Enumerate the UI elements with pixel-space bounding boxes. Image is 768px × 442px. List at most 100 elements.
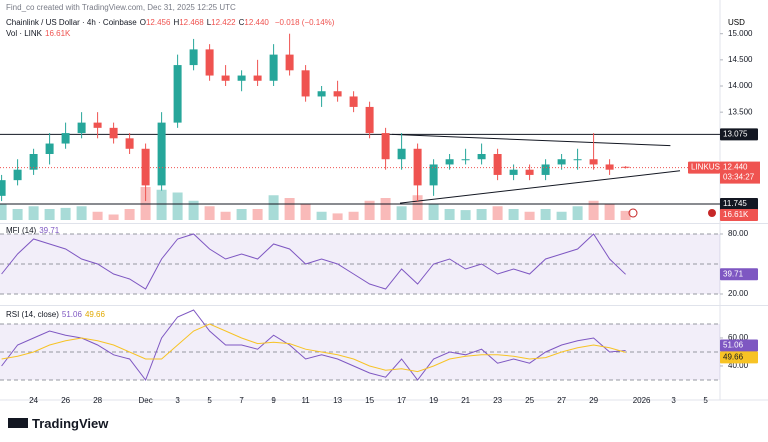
x-tick-label: 2026 bbox=[633, 396, 651, 405]
x-tick-label: Dec bbox=[138, 396, 152, 405]
ohlc-key: C bbox=[238, 18, 245, 27]
level-label-bg bbox=[720, 128, 758, 141]
candle-body bbox=[397, 148, 406, 160]
x-tick-label: 9 bbox=[271, 396, 276, 405]
candle-body bbox=[541, 164, 550, 175]
x-tick-label: 24 bbox=[29, 396, 38, 405]
volume-bar bbox=[572, 206, 583, 220]
candle-body bbox=[45, 143, 54, 154]
mfi-legend: MFI (14) 39.71 bbox=[6, 226, 62, 235]
candle-body bbox=[493, 154, 502, 175]
candle-body bbox=[93, 122, 102, 128]
price-badge-bg bbox=[720, 161, 760, 184]
candle-body bbox=[509, 169, 518, 175]
ohlc-key: L bbox=[206, 18, 212, 27]
credit: Find_co created with TradingView.com, De… bbox=[6, 3, 236, 12]
volume-bar bbox=[204, 206, 215, 220]
x-tick-label: 28 bbox=[93, 396, 102, 405]
ticker-label: LINKUSD bbox=[691, 163, 726, 172]
rsi-badge-bg bbox=[720, 339, 758, 352]
candle-body bbox=[477, 154, 486, 160]
volume-bar bbox=[28, 206, 39, 220]
volume-bar bbox=[556, 211, 567, 220]
x-tick-label: 13 bbox=[333, 396, 342, 405]
x-tick-label: 21 bbox=[461, 396, 470, 405]
candle-body bbox=[365, 106, 374, 134]
level-label: 13.075 bbox=[723, 129, 748, 138]
volume-bar bbox=[236, 209, 247, 220]
volume-label: 16.61K bbox=[723, 210, 749, 219]
x-tick-label: 23 bbox=[493, 396, 502, 405]
ticker-label-bg bbox=[688, 161, 720, 174]
candle-body bbox=[285, 54, 294, 71]
candle-body bbox=[605, 164, 614, 170]
volume-bar bbox=[412, 195, 423, 220]
candle-body bbox=[13, 169, 22, 181]
candle-body bbox=[221, 75, 230, 81]
lightning-icon bbox=[628, 208, 638, 218]
volume-bar bbox=[396, 206, 407, 220]
rsi-title: RSI (14, close) bbox=[6, 310, 59, 319]
countdown: 03:34:27 bbox=[723, 173, 755, 182]
volume-bar bbox=[332, 213, 343, 220]
brand: TradingView bbox=[8, 416, 108, 431]
ohlc-value: 12.440 bbox=[244, 18, 269, 27]
candle-body bbox=[157, 122, 166, 186]
ohlc-value: 12.456 bbox=[145, 18, 171, 27]
x-tick-label: 29 bbox=[589, 396, 598, 405]
y-tick-label: 80.00 bbox=[728, 229, 749, 238]
candle-body bbox=[237, 75, 246, 81]
volume-bar bbox=[220, 211, 231, 220]
volume-bar bbox=[444, 209, 455, 220]
y-tick-label: 14.000 bbox=[728, 81, 753, 90]
ohlc-value: 12.468 bbox=[179, 18, 204, 27]
mfi-badge-bg bbox=[720, 268, 758, 281]
candle-body bbox=[189, 49, 198, 66]
rsi-badge: 49.66 bbox=[723, 353, 744, 362]
volume-bar bbox=[108, 214, 119, 220]
ohlc-value: 12.422 bbox=[211, 18, 236, 27]
volume-bar bbox=[604, 203, 615, 220]
x-tick-label: 26 bbox=[61, 396, 70, 405]
x-tick-label: 25 bbox=[525, 396, 534, 405]
candle-body bbox=[381, 133, 390, 160]
volume-bar bbox=[252, 209, 263, 220]
candle-body bbox=[269, 54, 278, 81]
volume-bar bbox=[476, 209, 487, 220]
indicator-line bbox=[1, 309, 626, 382]
volume-label-bg bbox=[720, 209, 758, 221]
x-tick-label: 5 bbox=[207, 396, 212, 405]
rsi-value: 51.06 bbox=[61, 310, 82, 319]
y-tick-label: 20.00 bbox=[728, 289, 749, 298]
flag-icon bbox=[708, 209, 716, 217]
candle-body bbox=[429, 164, 438, 186]
volume-bar bbox=[156, 189, 167, 220]
mfi-badge: 39.71 bbox=[723, 269, 744, 278]
x-tick-label: 27 bbox=[557, 396, 566, 405]
volume-bar bbox=[364, 200, 375, 220]
candle-body bbox=[573, 159, 582, 161]
candle-body bbox=[109, 127, 118, 139]
level-label-bg bbox=[720, 197, 758, 210]
volume-bar bbox=[92, 211, 103, 220]
candle-body bbox=[333, 91, 342, 97]
candle-body bbox=[173, 65, 182, 123]
y-tick-label: 40.00 bbox=[728, 361, 749, 370]
candle-body bbox=[621, 166, 630, 168]
candle-body bbox=[0, 180, 6, 196]
x-tick-label: 7 bbox=[239, 396, 244, 405]
indicator-line bbox=[1, 323, 626, 373]
volume-bar bbox=[76, 206, 87, 220]
volume-bar bbox=[60, 207, 71, 220]
candle-body bbox=[29, 154, 38, 170]
trendline bbox=[391, 133, 671, 147]
symbol-line: Chainlink / US Dollar · 4h · Coinbase O12… bbox=[6, 18, 337, 27]
level-label: 11.745 bbox=[723, 199, 747, 208]
candle-body bbox=[317, 91, 326, 97]
volume-bar bbox=[172, 192, 183, 220]
x-tick-label: 3 bbox=[671, 396, 676, 405]
volume-bar bbox=[380, 198, 391, 220]
volume-bar bbox=[620, 210, 631, 220]
